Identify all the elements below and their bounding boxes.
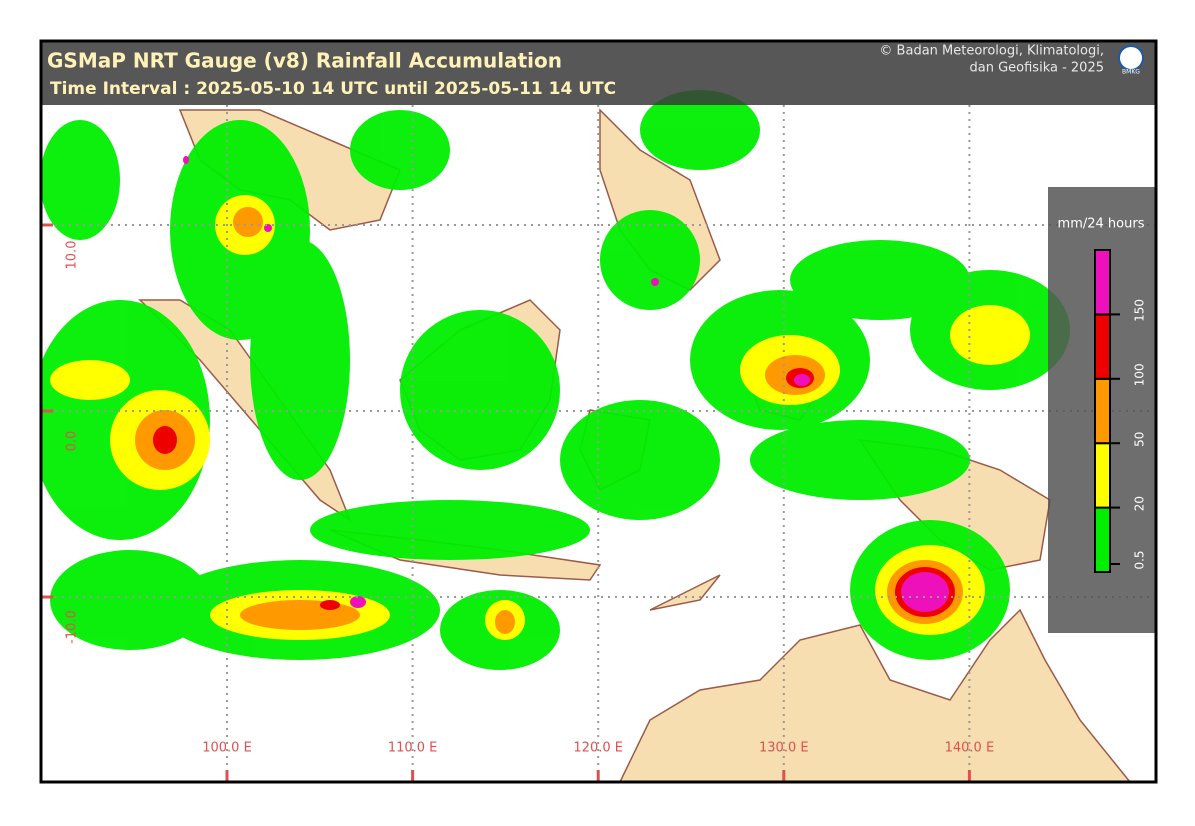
color-bin [1094,442,1111,509]
legend-unit: mm/24 hours [1058,217,1145,232]
map-body [41,41,1156,782]
lon-label: 120.0 E [573,741,623,756]
lon-label: 110.0 E [388,741,438,756]
lon-label: 130.0 E [759,741,809,756]
color-bin [1094,249,1111,316]
color-bin [1094,506,1111,574]
lon-label: 100.0 E [202,741,252,756]
subtitle: Time Interval : 2025-05-10 14 UTC until … [50,79,616,99]
header-band [41,41,1156,105]
graticule [41,105,1156,782]
legend-tick-label: 150 [1133,299,1147,322]
logo-text: BMKG [1122,69,1140,76]
lat-label: 10.0 [65,241,80,270]
colorbar [1094,249,1120,574]
credit: dan Geofisika - 2025 [970,61,1105,76]
legend-tick-label: 20 [1133,496,1147,511]
legend-tick-label: 0.5 [1133,550,1147,569]
lat-label: -10.0 [65,610,80,644]
rainfall [41,90,1070,670]
color-bin [1094,377,1111,445]
logo [1118,45,1144,71]
credit: © Badan Meteorologi, Klimatologi, [879,44,1104,59]
map-frame [39,39,1158,784]
lon-label: 140.0 E [945,741,995,756]
legend-tick-label: 100 [1133,363,1147,386]
title: GSMaP NRT Gauge (v8) Rainfall Accumulati… [47,49,562,73]
color-bin [1094,313,1111,380]
lat-label: 0.0 [65,431,80,452]
legend-tick-label: 50 [1133,432,1147,447]
